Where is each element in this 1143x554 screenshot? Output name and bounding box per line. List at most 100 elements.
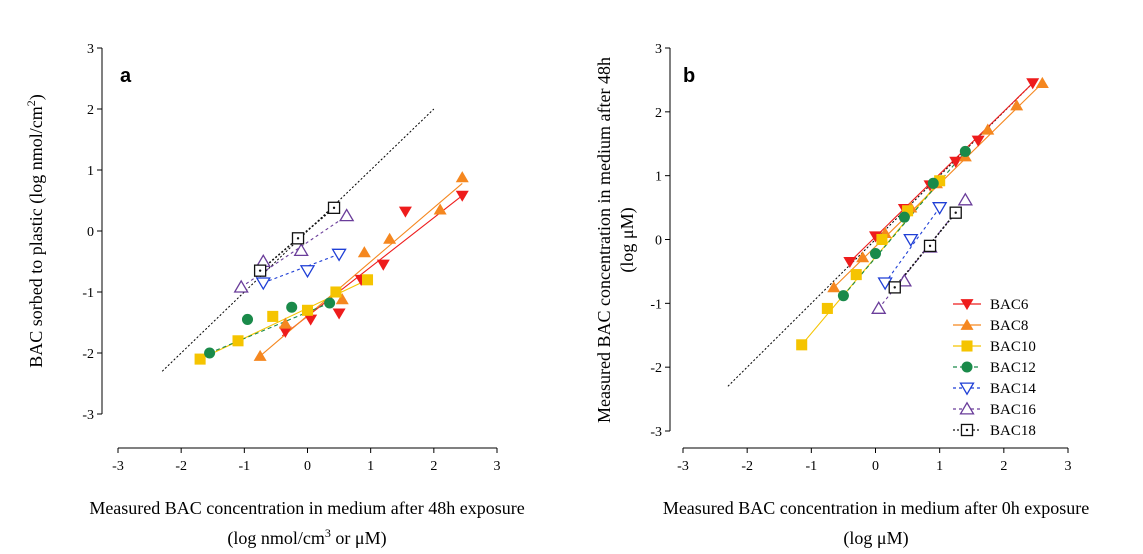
legend-marker-bac6 xyxy=(960,299,974,311)
b-point-bac18-dot xyxy=(928,244,932,248)
a-y-tick-label: -1 xyxy=(82,286,94,301)
legend-label-bac16: BAC16 xyxy=(990,402,1036,418)
a-point-bac8 xyxy=(253,349,267,361)
b-point-bac6 xyxy=(949,156,963,168)
a-point-bac10 xyxy=(301,304,314,316)
panel-a-xlabel-line2: (log nmol/cm3 or μM) xyxy=(227,526,386,549)
a-point-bac12 xyxy=(286,301,298,313)
legend-label-bac18: BAC18 xyxy=(990,423,1036,439)
panel-b-label: b xyxy=(683,65,695,87)
b-point-bac10 xyxy=(821,302,833,314)
panel-b: b -3 -2 -1 0 1 2 3 -3 -2 -1 0 1 2 3 Measured BAC conc… xyxy=(594,42,1089,549)
b-x-tick-label: 3 xyxy=(1065,459,1072,474)
a-x-tick-label: -1 xyxy=(238,459,250,474)
a-fit-line-bac8 xyxy=(259,183,463,357)
panel-b-xlabel-line1: Measured BAC concentration in medium aft… xyxy=(663,498,1089,518)
b-point-bac12 xyxy=(927,177,939,189)
b-point-bac18-dot xyxy=(893,286,896,289)
b-point-bac8 xyxy=(1035,76,1049,88)
a-point-bac10 xyxy=(330,286,342,298)
b-point-bac10 xyxy=(796,339,808,351)
a-point-bac14 xyxy=(255,277,271,291)
b-point-bac12 xyxy=(898,211,910,223)
panel-b-legend: BAC6 BAC8 BAC10 BAC12 BAC14 BAC16 BAC18 xyxy=(953,297,1036,439)
b-point-bac14 xyxy=(932,202,948,216)
legend-label-bac12: BAC12 xyxy=(990,360,1036,376)
a-point-bac8 xyxy=(455,171,469,183)
a-point-bac6 xyxy=(455,190,469,202)
panel-b-ylabel-line1: Measured BAC concentration in medium aft… xyxy=(594,57,614,423)
b-x-tick-label: -2 xyxy=(741,459,753,474)
b-point-bac12 xyxy=(959,145,971,157)
a-point-bac14 xyxy=(331,248,347,262)
legend-marker-bac8 xyxy=(960,318,974,330)
b-point-bac8 xyxy=(827,281,841,293)
b-point-bac6 xyxy=(843,256,857,269)
legend-marker-bac10 xyxy=(961,340,973,352)
a-point-bac6 xyxy=(332,308,346,320)
b-point-bac8 xyxy=(981,123,995,135)
b-point-bac10 xyxy=(934,175,946,187)
a-point-bac6 xyxy=(398,206,412,218)
legend-label-bac10: BAC10 xyxy=(990,339,1036,355)
a-point-bac10 xyxy=(194,353,206,365)
b-point-bac6 xyxy=(1026,78,1040,90)
a-point-bac8 xyxy=(357,246,371,258)
a-x-tick-label: -2 xyxy=(175,459,187,474)
b-y-tick-label: -3 xyxy=(650,425,662,440)
a-point-bac12 xyxy=(204,347,216,359)
a-point-bac16 xyxy=(233,279,249,293)
a-point-bac12 xyxy=(241,313,254,325)
a-y-tick-label: -3 xyxy=(82,408,94,423)
a-point-bac8 xyxy=(433,203,447,215)
a-x-tick-label: 1 xyxy=(367,459,374,474)
panel-a-ylabel: BAC sorbed to plastic (log nmol/cm2) xyxy=(24,94,47,367)
b-point-bac18-dot xyxy=(954,211,957,214)
panel-a-label: a xyxy=(120,65,132,87)
a-point-bac18-dot xyxy=(332,206,336,210)
panel-b-axes: -3 -2 -1 0 1 2 3 -3 -2 -1 0 1 2 3 xyxy=(650,42,1071,474)
a-x-tick-label: 3 xyxy=(494,459,501,474)
b-x-tick-label: -1 xyxy=(805,459,817,474)
b-point-bac10 xyxy=(902,205,914,217)
a-point-bac6 xyxy=(304,314,318,326)
b-point-bac16 xyxy=(871,300,887,314)
a-y-tick-label: -2 xyxy=(82,347,94,362)
b-point-bac6 xyxy=(971,135,985,147)
a-point-bac10 xyxy=(361,274,374,286)
b-point-bac16 xyxy=(957,192,973,206)
a-point-bac16 xyxy=(293,243,309,257)
b-point-bac16 xyxy=(896,273,913,287)
a-x-tick-label: -3 xyxy=(112,459,124,474)
panel-a-markers xyxy=(194,171,469,365)
a-point-bac10 xyxy=(267,310,279,322)
panel-a-xlabel-line1: Measured BAC concentration in medium aft… xyxy=(89,498,524,518)
a-point-bac18-dot xyxy=(258,269,262,272)
legend-label-bac14: BAC14 xyxy=(990,381,1036,397)
b-y-tick-label: 0 xyxy=(655,234,662,249)
a-point-bac6 xyxy=(376,259,390,271)
b-x-tick-label: 0 xyxy=(872,459,879,474)
legend-marker-bac14 xyxy=(959,382,975,396)
b-x-tick-label: 2 xyxy=(1000,459,1007,474)
legend-label-bac8: BAC8 xyxy=(990,318,1028,334)
a-fit-line-bac10 xyxy=(199,279,368,360)
a-y-tick-label: 1 xyxy=(87,164,94,179)
b-y-tick-label: -1 xyxy=(650,297,662,312)
b-x-tick-label: 1 xyxy=(936,459,943,474)
b-point-bac12 xyxy=(869,248,882,260)
panel-a-axes: -3 -2 -1 0 1 2 3 -3 -2 -1 0 1 2 3 xyxy=(82,42,500,474)
b-point-bac14 xyxy=(877,277,893,291)
panel-a: a -3 -2 -1 0 1 2 3 -3 -2 -1 0 1 2 3 Measured BAC conc… xyxy=(24,42,525,549)
b-point-bac14 xyxy=(903,233,919,247)
a-point-bac6 xyxy=(278,326,292,338)
a-y-tick-label: 0 xyxy=(87,225,94,240)
b-y-tick-label: 2 xyxy=(655,106,662,121)
a-point-bac10 xyxy=(232,335,244,347)
a-point-bac8 xyxy=(383,232,397,244)
panel-b-ylabel-line2: (log μM) xyxy=(617,207,638,272)
legend-marker-bac16 xyxy=(959,401,975,415)
legend-label-bac6: BAC6 xyxy=(990,297,1029,313)
a-point-bac12 xyxy=(324,297,336,309)
